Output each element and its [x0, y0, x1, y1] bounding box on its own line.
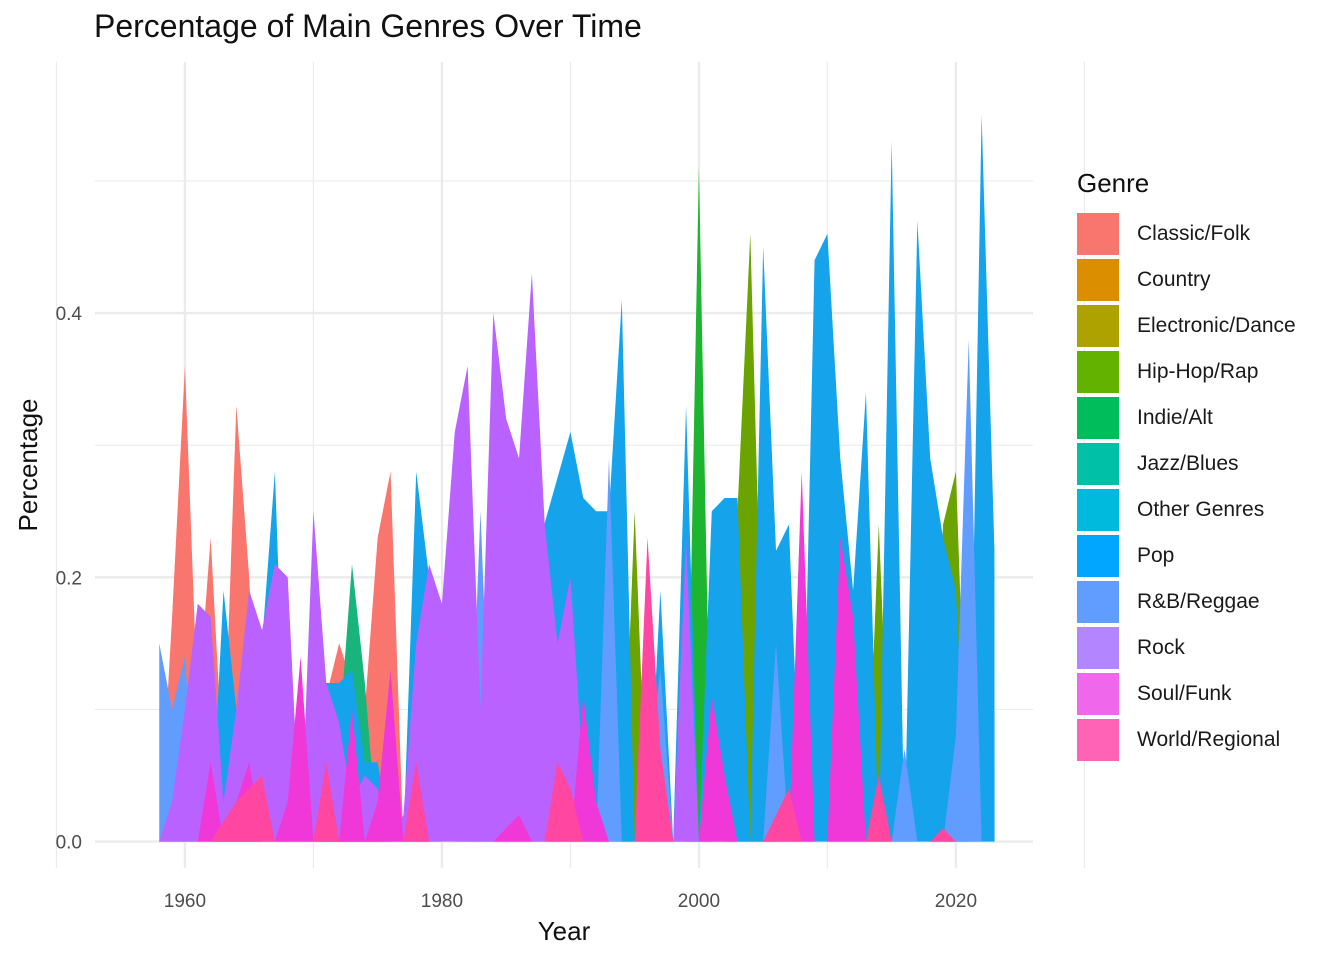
legend-item: Pop: [1077, 533, 1296, 579]
legend-label: Other Genres: [1137, 498, 1265, 521]
legend-label: Pop: [1137, 544, 1175, 567]
legend-label: Hip-Hop/Rap: [1137, 360, 1259, 383]
legend-label: Soul/Funk: [1137, 682, 1232, 705]
x-tick-label: 2020: [935, 891, 977, 912]
legend-key-swatch: [1077, 489, 1119, 531]
legend-item: World/Regional: [1077, 717, 1296, 763]
legend-item: Rock: [1077, 625, 1296, 671]
y-axis-title: Percentage: [13, 399, 43, 532]
legend-key-swatch: [1077, 305, 1119, 347]
legend-label: Rock: [1137, 636, 1185, 659]
legend-label: Classic/Folk: [1137, 222, 1251, 245]
area-world-regional: [210, 537, 956, 842]
x-tick-label: 1980: [421, 891, 463, 912]
legend: Genre Classic/Folk Country Electronic/Danc…: [1077, 168, 1296, 763]
y-axis-ticks: 0.0 0.2 0.4: [56, 304, 83, 854]
legend-items: Classic/Folk Country Electronic/Dance Hip-H…: [1077, 211, 1296, 763]
y-tick-label: 0.0: [56, 833, 82, 854]
area-soul-funk: [197, 471, 866, 842]
area-r-b-reggae: [159, 339, 982, 842]
legend-label: World/Regional: [1137, 728, 1281, 751]
x-axis-title: Year: [538, 916, 591, 946]
legend-item: Hip-Hop/Rap: [1077, 349, 1296, 395]
legend-item: Indie/Alt: [1077, 395, 1296, 441]
legend-key-swatch: [1077, 719, 1119, 761]
x-axis-ticks: 1960 1980 2000 2020: [164, 891, 977, 912]
legend-item: Country: [1077, 257, 1296, 303]
legend-key-swatch: [1077, 213, 1119, 255]
legend-label: R&B/Reggae: [1137, 590, 1260, 613]
legend-item: Classic/Folk: [1077, 211, 1296, 257]
legend-key-swatch: [1077, 443, 1119, 485]
legend-key-swatch: [1077, 351, 1119, 393]
legend-key-swatch: [1077, 259, 1119, 301]
y-tick-label: 0.4: [56, 304, 83, 325]
y-tick-label: 0.2: [56, 568, 82, 589]
area-pop: [159, 114, 995, 842]
legend-item: Other Genres: [1077, 487, 1296, 533]
legend-label: Jazz/Blues: [1137, 452, 1239, 475]
legend-item: Jazz/Blues: [1077, 441, 1296, 487]
area-series: [159, 114, 995, 842]
legend-label: Country: [1137, 268, 1211, 291]
legend-key-swatch: [1077, 673, 1119, 715]
legend-label: Electronic/Dance: [1137, 314, 1296, 337]
legend-key-swatch: [1077, 535, 1119, 577]
legend-key-swatch: [1077, 397, 1119, 439]
legend-key-swatch: [1077, 627, 1119, 669]
legend-item: Electronic/Dance: [1077, 303, 1296, 349]
area-rock: [159, 273, 815, 842]
x-tick-label: 2000: [678, 891, 720, 912]
x-tick-label: 1960: [164, 891, 206, 912]
legend-item: R&B/Reggae: [1077, 579, 1296, 625]
legend-label: Indie/Alt: [1137, 406, 1213, 429]
chart-title: Percentage of Main Genres Over Time: [94, 8, 642, 44]
legend-title: Genre: [1077, 168, 1150, 198]
legend-key-swatch: [1077, 581, 1119, 623]
legend-item: Soul/Funk: [1077, 671, 1296, 717]
